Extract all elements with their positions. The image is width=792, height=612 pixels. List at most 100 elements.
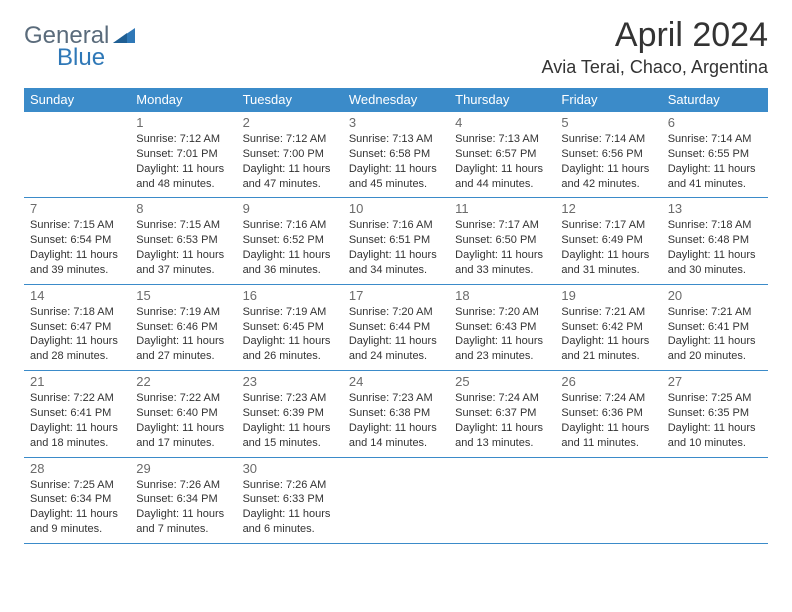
day-number: 25 xyxy=(455,374,549,389)
daylight-line: Daylight: 11 hours and 41 minutes. xyxy=(668,162,762,192)
day-number: 21 xyxy=(30,374,124,389)
sunrise-line: Sunrise: 7:15 AM xyxy=(30,218,124,233)
daylight-line: Daylight: 11 hours and 23 minutes. xyxy=(455,334,549,364)
weekday-header: Sunday xyxy=(24,88,130,112)
day-number: 29 xyxy=(136,461,230,476)
sunset-line: Sunset: 6:43 PM xyxy=(455,320,549,335)
sunset-line: Sunset: 6:34 PM xyxy=(136,492,230,507)
sunrise-line: Sunrise: 7:25 AM xyxy=(668,391,762,406)
weekday-header: Monday xyxy=(130,88,236,112)
sunrise-line: Sunrise: 7:18 AM xyxy=(30,305,124,320)
daylight-line: Daylight: 11 hours and 7 minutes. xyxy=(136,507,230,537)
calendar-day-cell: 21 Sunrise: 7:22 AMSunset: 6:41 PMDayligh… xyxy=(24,371,130,456)
calendar-day-cell xyxy=(662,458,768,543)
calendar-day-cell: 29 Sunrise: 7:26 AMSunset: 6:34 PMDayligh… xyxy=(130,458,236,543)
sunrise-line: Sunrise: 7:26 AM xyxy=(136,478,230,493)
day-number: 30 xyxy=(243,461,337,476)
sunrise-line: Sunrise: 7:22 AM xyxy=(136,391,230,406)
sunrise-line: Sunrise: 7:14 AM xyxy=(668,132,762,147)
sunset-line: Sunset: 6:41 PM xyxy=(30,406,124,421)
sunset-line: Sunset: 6:36 PM xyxy=(561,406,655,421)
day-number: 14 xyxy=(30,288,124,303)
sunrise-line: Sunrise: 7:21 AM xyxy=(668,305,762,320)
daylight-line: Daylight: 11 hours and 34 minutes. xyxy=(349,248,443,278)
title-block: April 2024 Avia Terai, Chaco, Argentina xyxy=(542,16,768,78)
daylight-line: Daylight: 11 hours and 28 minutes. xyxy=(30,334,124,364)
daylight-line: Daylight: 11 hours and 9 minutes. xyxy=(30,507,124,537)
daylight-line: Daylight: 11 hours and 20 minutes. xyxy=(668,334,762,364)
sunset-line: Sunset: 6:34 PM xyxy=(30,492,124,507)
sunrise-line: Sunrise: 7:13 AM xyxy=(349,132,443,147)
daylight-line: Daylight: 11 hours and 15 minutes. xyxy=(243,421,337,451)
sunrise-line: Sunrise: 7:22 AM xyxy=(30,391,124,406)
daylight-line: Daylight: 11 hours and 14 minutes. xyxy=(349,421,443,451)
sunset-line: Sunset: 6:41 PM xyxy=(668,320,762,335)
day-number: 1 xyxy=(136,115,230,130)
day-number: 17 xyxy=(349,288,443,303)
calendar-day-cell xyxy=(555,458,661,543)
sunrise-line: Sunrise: 7:16 AM xyxy=(243,218,337,233)
calendar-day-cell: 19Sunrise: 7:21 AMSunset: 6:42 PMDayligh… xyxy=(555,285,661,370)
sunset-line: Sunset: 6:53 PM xyxy=(136,233,230,248)
sunset-line: Sunset: 6:51 PM xyxy=(349,233,443,248)
calendar-day-cell: 10Sunrise: 7:16 AMSunset: 6:51 PMDayligh… xyxy=(343,198,449,283)
daylight-line: Daylight: 11 hours and 33 minutes. xyxy=(455,248,549,278)
sunset-line: Sunset: 6:47 PM xyxy=(30,320,124,335)
calendar-week-row: 21Sunrise: 7:22 AMSunset: 6:41 PMDayligh… xyxy=(24,371,768,457)
sunset-line: Sunset: 6:35 PM xyxy=(668,406,762,421)
day-number: 6 xyxy=(668,115,762,130)
day-number: 18 xyxy=(455,288,549,303)
sunset-line: Sunset: 7:00 PM xyxy=(243,147,337,162)
daylight-line: Daylight: 11 hours and 13 minutes. xyxy=(455,421,549,451)
calendar-day-cell: 11Sunrise: 7:17 AMSunset: 6:50 PMDayligh… xyxy=(449,198,555,283)
daylight-line: Daylight: 11 hours and 26 minutes. xyxy=(243,334,337,364)
daylight-line: Daylight: 11 hours and 37 minutes. xyxy=(136,248,230,278)
weekday-header: Tuesday xyxy=(237,88,343,112)
calendar-day-cell: 2Sunrise: 7:12 AMSunset: 7:00 PMDaylight… xyxy=(237,112,343,197)
calendar-day-cell: 3Sunrise: 7:13 AMSunset: 6:58 PMDaylight… xyxy=(343,112,449,197)
page-header: General April 2024 Avia Terai, Chaco, Ar… xyxy=(0,0,792,82)
day-number: 26 xyxy=(561,374,655,389)
daylight-line: Daylight: 11 hours and 45 minutes. xyxy=(349,162,443,192)
calendar-week-row: 28Sunrise: 7:25 AMSunset: 6:34 PMDayligh… xyxy=(24,458,768,544)
calendar-body: 1Sunrise: 7:12 AMSunset: 7:01 PMDaylight… xyxy=(24,112,768,544)
sunrise-line: Sunrise: 7:12 AM xyxy=(243,132,337,147)
daylight-line: Daylight: 11 hours and 6 minutes. xyxy=(243,507,337,537)
sunrise-line: Sunrise: 7:19 AM xyxy=(136,305,230,320)
brand-triangle-icon xyxy=(113,25,135,48)
sunset-line: Sunset: 6:56 PM xyxy=(561,147,655,162)
sunrise-line: Sunrise: 7:17 AM xyxy=(561,218,655,233)
calendar-day-cell: 28Sunrise: 7:25 AMSunset: 6:34 PMDayligh… xyxy=(24,458,130,543)
daylight-line: Daylight: 11 hours and 11 minutes. xyxy=(561,421,655,451)
sunrise-line: Sunrise: 7:12 AM xyxy=(136,132,230,147)
daylight-line: Daylight: 11 hours and 18 minutes. xyxy=(30,421,124,451)
calendar-day-cell: 8 Sunrise: 7:15 AMSunset: 6:53 PMDaylight… xyxy=(130,198,236,283)
daylight-line: Daylight: 11 hours and 48 minutes. xyxy=(136,162,230,192)
sunrise-line: Sunrise: 7:15 AM xyxy=(136,218,230,233)
daylight-line: Daylight: 11 hours and 21 minutes. xyxy=(561,334,655,364)
sunrise-line: Sunrise: 7:23 AM xyxy=(349,391,443,406)
calendar-day-cell: 12Sunrise: 7:17 AMSunset: 6:49 PMDayligh… xyxy=(555,198,661,283)
day-number: 23 xyxy=(243,374,337,389)
day-number: 24 xyxy=(349,374,443,389)
calendar-day-cell: 30Sunrise: 7:26 AMSunset: 6:33 PMDayligh… xyxy=(237,458,343,543)
sunset-line: Sunset: 6:48 PM xyxy=(668,233,762,248)
daylight-line: Daylight: 11 hours and 44 minutes. xyxy=(455,162,549,192)
day-number: 8 xyxy=(136,201,230,216)
day-number: 27 xyxy=(668,374,762,389)
sunset-line: Sunset: 7:01 PM xyxy=(136,147,230,162)
sunset-line: Sunset: 6:45 PM xyxy=(243,320,337,335)
weekday-header: Friday xyxy=(555,88,661,112)
daylight-line: Daylight: 11 hours and 10 minutes. xyxy=(668,421,762,451)
day-number: 22 xyxy=(136,374,230,389)
daylight-line: Daylight: 11 hours and 27 minutes. xyxy=(136,334,230,364)
day-number: 11 xyxy=(455,201,549,216)
calendar-day-cell: 20Sunrise: 7:21 AMSunset: 6:41 PMDayligh… xyxy=(662,285,768,370)
sunset-line: Sunset: 6:50 PM xyxy=(455,233,549,248)
calendar-day-cell: 7Sunrise: 7:15 AMSunset: 6:54 PMDaylight… xyxy=(24,198,130,283)
sunset-line: Sunset: 6:55 PM xyxy=(668,147,762,162)
calendar-day-cell: 22Sunrise: 7:22 AMSunset: 6:40 PMDayligh… xyxy=(130,371,236,456)
sunrise-line: Sunrise: 7:13 AM xyxy=(455,132,549,147)
day-number: 28 xyxy=(30,461,124,476)
weekday-header: Thursday xyxy=(449,88,555,112)
